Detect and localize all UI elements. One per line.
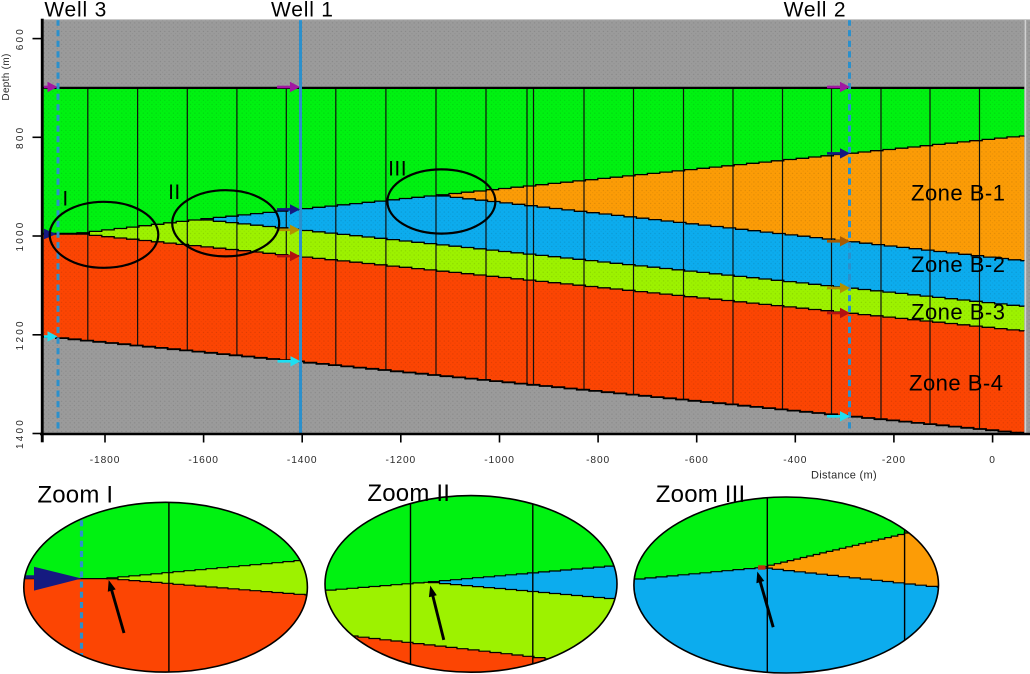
svg-text:I: I: [62, 188, 68, 211]
svg-text:Distance (m): Distance (m): [811, 470, 877, 482]
svg-text:Well 2: Well 2: [784, 0, 847, 22]
svg-text:-1000: -1000: [484, 455, 515, 466]
svg-text:-1600: -1600: [188, 455, 219, 466]
svg-text:-600: -600: [685, 455, 709, 466]
svg-text:-1400: -1400: [287, 455, 318, 466]
svg-text:0: 0: [989, 455, 996, 466]
svg-text:III: III: [388, 158, 407, 181]
svg-text:1000: 1000: [15, 220, 26, 251]
svg-text:Depth (m): Depth (m): [1, 53, 12, 100]
svg-text:Zoom III: Zoom III: [656, 481, 746, 508]
svg-text:II: II: [168, 181, 181, 204]
svg-text:-400: -400: [783, 455, 807, 466]
svg-text:Zone B-2: Zone B-2: [911, 252, 1006, 277]
svg-text:600: 600: [15, 27, 26, 50]
svg-text:1400: 1400: [15, 418, 26, 449]
svg-text:Zone B-3: Zone B-3: [911, 299, 1006, 324]
svg-text:-1200: -1200: [386, 455, 417, 466]
svg-text:Zoom II: Zoom II: [367, 480, 450, 507]
svg-text:Zoom I: Zoom I: [37, 481, 113, 508]
svg-text:Zone B-4: Zone B-4: [909, 370, 1004, 395]
svg-text:Well 1: Well 1: [271, 0, 334, 22]
svg-text:Zone B-1: Zone B-1: [911, 180, 1006, 205]
svg-text:1200: 1200: [15, 319, 26, 350]
svg-text:-200: -200: [882, 455, 906, 466]
svg-text:800: 800: [15, 126, 26, 149]
svg-text:-1800: -1800: [90, 455, 121, 466]
svg-text:Well 3: Well 3: [44, 0, 107, 22]
svg-text:-800: -800: [586, 455, 610, 466]
